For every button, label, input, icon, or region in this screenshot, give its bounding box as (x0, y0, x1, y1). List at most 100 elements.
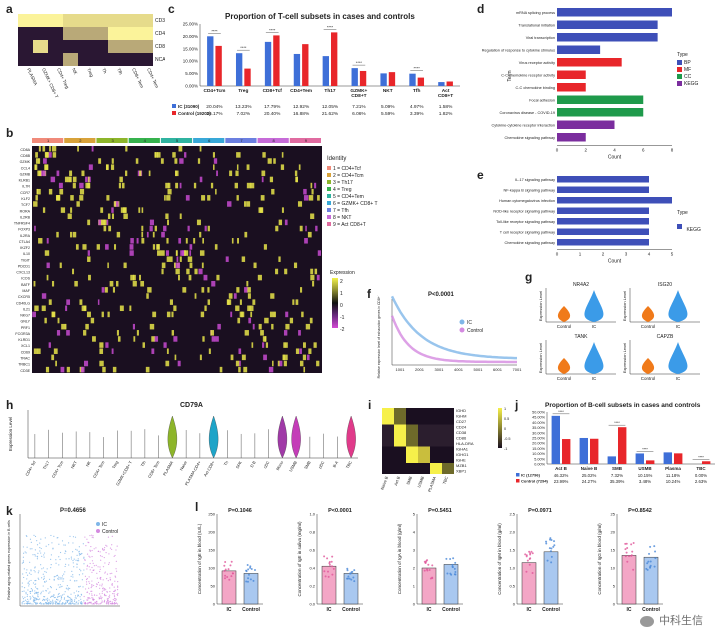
heatmap-cell (63, 53, 78, 66)
data-point (87, 599, 89, 601)
data-point (86, 564, 89, 566)
data-point (624, 548, 627, 551)
col-label: PLASMA (26, 67, 38, 86)
data-point (92, 569, 94, 571)
heatmap-cell (18, 27, 33, 40)
data-point (58, 592, 60, 595)
expression-mark (59, 188, 64, 195)
expression-mark (303, 195, 309, 201)
gene-label: XBP1 (456, 469, 467, 474)
data-point (59, 601, 61, 603)
heatmap-cell (18, 53, 33, 66)
data-point (61, 577, 63, 579)
expression-mark (313, 342, 317, 348)
data-point (231, 572, 234, 575)
data-point (553, 540, 556, 543)
expression-mark (198, 268, 203, 275)
expression-mark (42, 146, 46, 152)
data-point (34, 571, 36, 573)
data-point (29, 548, 31, 550)
data-point (224, 568, 227, 571)
data-point (30, 603, 32, 605)
data-point (451, 563, 454, 566)
legend-label: Control (102, 529, 118, 535)
sig-stars: **** (558, 410, 564, 414)
expression-mark (248, 317, 252, 324)
y-axis-label: Relative expression level of exhaustion … (377, 295, 381, 378)
data-point (102, 547, 104, 550)
row-label: CD4 (155, 31, 165, 37)
term-label: Toll-like receptor signaling pathway (496, 220, 555, 224)
term-label: mRNA splicing process (516, 11, 555, 15)
heatmap-cell (394, 468, 406, 474)
data-point (37, 596, 39, 598)
data-point (83, 602, 85, 604)
heatmap-cell (418, 452, 430, 458)
data-point (107, 563, 110, 566)
expression-mark (176, 256, 179, 262)
data-point (78, 550, 80, 552)
expression-mark (247, 293, 251, 299)
expression-mark (111, 213, 115, 220)
heatmap-cell (442, 435, 454, 441)
data-point (94, 601, 97, 603)
data-point (46, 602, 49, 605)
expression-mark (156, 244, 160, 250)
data-point (324, 575, 327, 578)
data-point (52, 595, 54, 598)
data-point (50, 602, 52, 604)
data-point (80, 570, 82, 572)
heatmap-cell (33, 40, 48, 53)
data-point (48, 592, 50, 594)
expression-mark (43, 158, 47, 164)
data-point (33, 599, 35, 601)
data-point (23, 590, 25, 592)
data-point (33, 601, 35, 603)
expression-mark (175, 262, 181, 269)
panel-k-pvalue: P=0.4656 (60, 508, 86, 514)
bar (388, 72, 396, 86)
heatmap-cell (138, 27, 153, 40)
panel-d-legend: BP MF CC KEGG (677, 60, 698, 88)
data-point (60, 603, 62, 605)
data-point (102, 579, 104, 581)
expression-mark (160, 250, 165, 256)
y-tick-label: 0.8 (309, 530, 315, 535)
expression-mark (34, 164, 37, 170)
expression-mark (264, 317, 269, 324)
category-label: GZMK+ (350, 88, 367, 94)
data-point (531, 552, 534, 555)
y-axis-label: Concentration of IgE in blood (IU/L) (197, 523, 202, 594)
expression-mark (292, 299, 295, 305)
bar (331, 32, 338, 86)
x-axis-label: Count (608, 259, 622, 264)
data-point (37, 577, 39, 579)
data-point (57, 537, 59, 539)
cluster-label: D B (249, 460, 257, 469)
expression-mark (293, 262, 298, 269)
gene-label: KLF2 (21, 197, 30, 201)
data-point (34, 590, 36, 592)
heatmap-cell (394, 446, 406, 452)
expression-mark (227, 201, 232, 207)
expression-mark (228, 293, 233, 299)
expression-mark (149, 219, 155, 226)
expression-mark (72, 231, 77, 238)
expression-mark (46, 262, 50, 269)
data-point (49, 591, 51, 593)
expression-mark (154, 152, 158, 158)
data-point (50, 534, 52, 537)
gene-label: IL2RB (20, 215, 31, 219)
bar (293, 53, 301, 86)
data-point (72, 542, 74, 544)
data-point (40, 552, 42, 554)
expression-mark (141, 225, 144, 232)
y-axis-label: Relative aging-related genes expression … (7, 520, 11, 600)
data-point (65, 550, 67, 553)
data-point (114, 575, 116, 577)
expression-mark (308, 195, 314, 201)
expression-mark (314, 182, 317, 189)
identity-item: 3 = Th17 (327, 180, 378, 187)
data-point (33, 569, 35, 572)
